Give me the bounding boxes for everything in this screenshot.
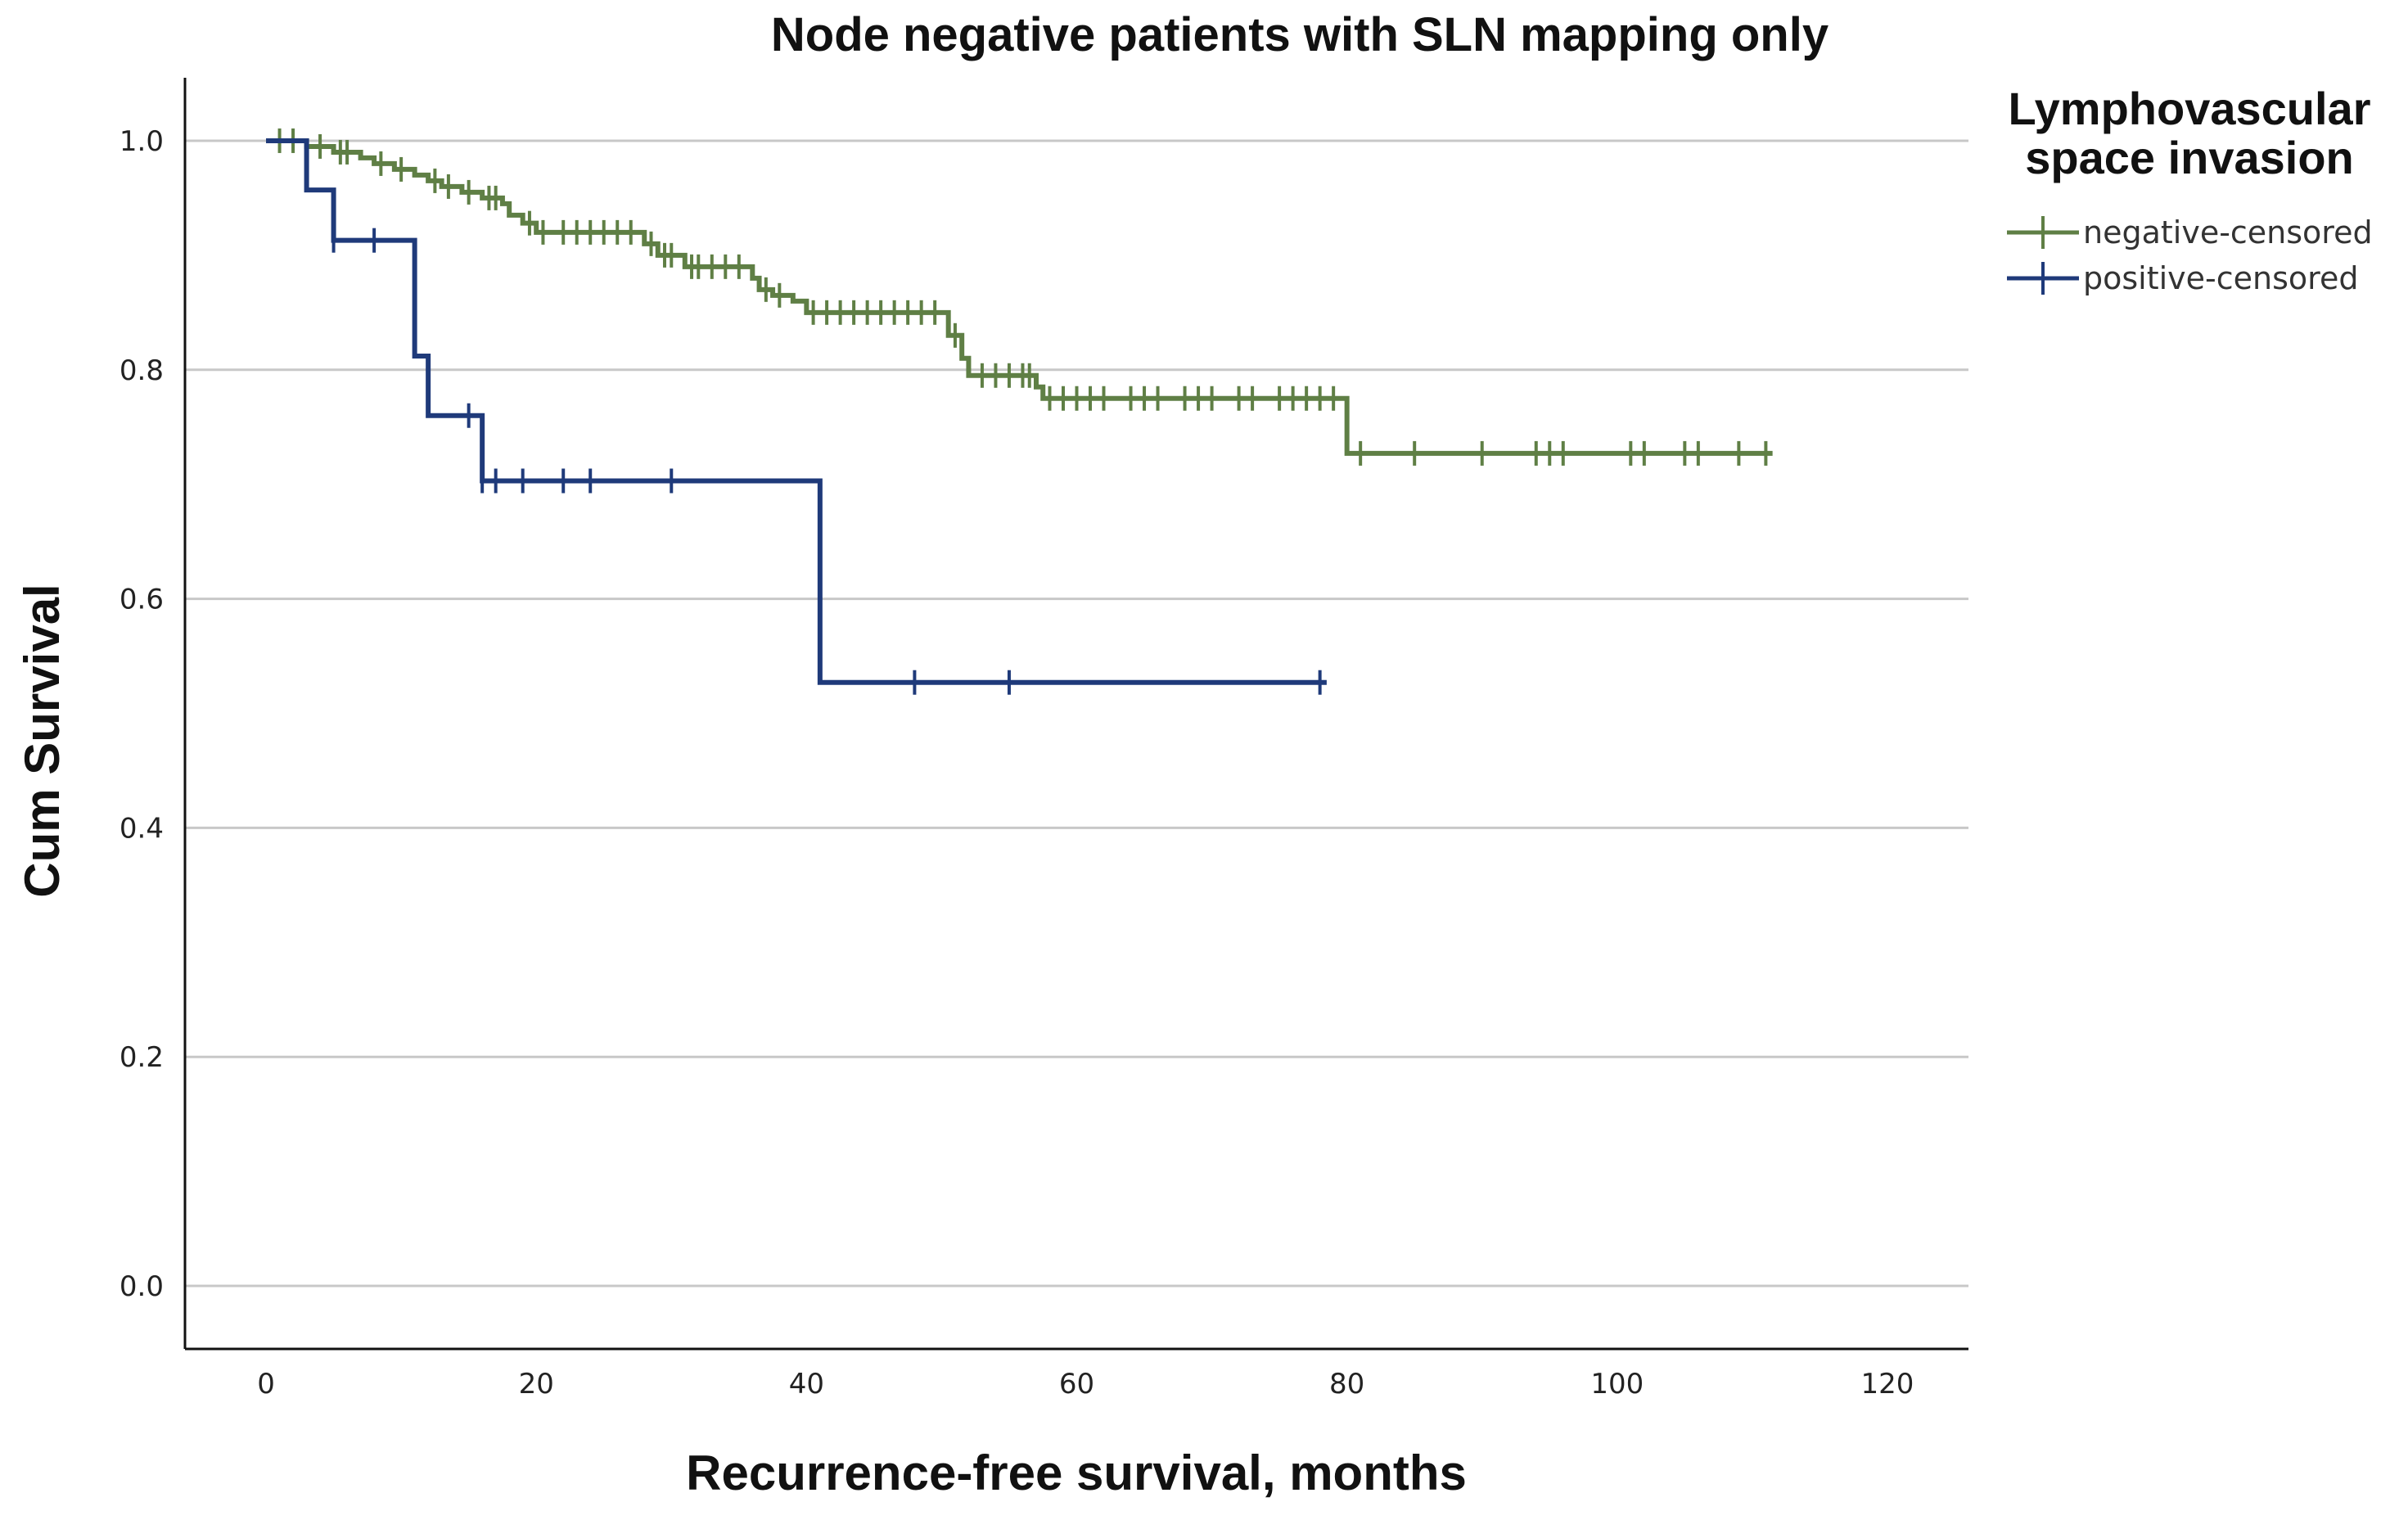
- survival-curve-positive-censored: [266, 138, 1327, 685]
- legend-label: negative-censored: [2083, 214, 2373, 250]
- x-tick-label: 80: [1329, 1368, 1364, 1400]
- x-tick-label: 40: [789, 1368, 824, 1400]
- y-tick-label: 0.0: [119, 1270, 164, 1303]
- y-tick-label: 0.8: [119, 354, 164, 387]
- legend-title-line-2: space invasion: [2025, 132, 2354, 183]
- series-layer: [266, 128, 1773, 695]
- chart-title: Node negative patients with SLN mapping …: [771, 8, 1829, 61]
- legend: Lymphovascular space invasion negative-c…: [2007, 83, 2373, 296]
- y-tick-label: 0.6: [119, 584, 164, 616]
- x-tick-labels: 0 20 40 60 80 100 120: [257, 1368, 1914, 1400]
- y-tick-labels: 0.0 0.2 0.4 0.6 0.8 1.0: [119, 125, 164, 1303]
- legend-title-line-1: Lymphovascular: [2009, 83, 2371, 134]
- x-axis-label: Recurrence-free survival, months: [686, 1446, 1467, 1500]
- survival-curve-negative-censored: [266, 138, 1773, 456]
- axes: [183, 78, 1968, 1351]
- x-tick-label: 100: [1590, 1368, 1644, 1400]
- legend-label: positive-censored: [2083, 260, 2358, 296]
- y-tick-label: 0.4: [119, 812, 164, 845]
- x-tick-label: 20: [519, 1368, 554, 1400]
- y-tick-label: 0.2: [119, 1041, 164, 1074]
- series-positive-censored: [266, 138, 1327, 695]
- legend-item-negative-censored: negative-censored: [2007, 214, 2373, 250]
- grid-lines: [185, 139, 1968, 1288]
- y-axis-label: Cum Survival: [15, 584, 70, 897]
- y-tick-label: 1.0: [119, 125, 164, 158]
- x-tick-label: 0: [257, 1368, 275, 1400]
- x-tick-label: 60: [1059, 1368, 1094, 1400]
- x-tick-label: 120: [1861, 1368, 1914, 1400]
- legend-items: negative-censored positive-censored: [2007, 214, 2373, 296]
- legend-item-positive-censored: positive-censored: [2007, 260, 2358, 296]
- series-negative-censored: [266, 128, 1773, 466]
